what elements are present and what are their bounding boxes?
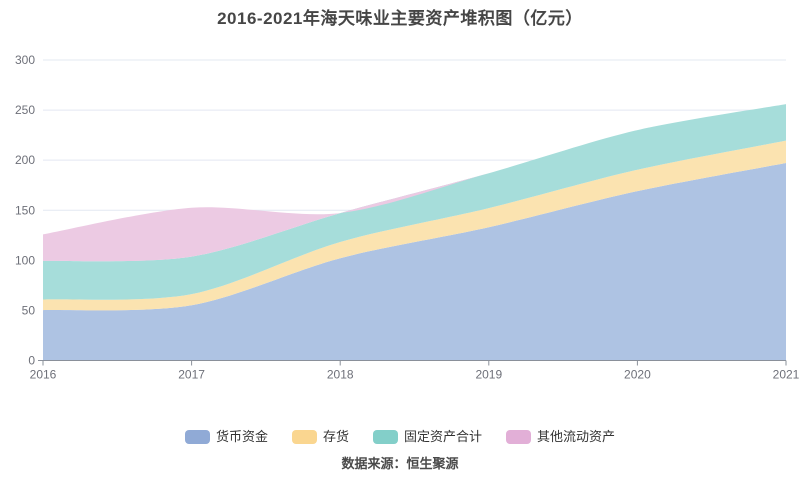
y-axis-tick-label: 300 — [15, 53, 35, 67]
y-axis-tick-label: 50 — [22, 303, 36, 317]
x-axis-tick-label: 2019 — [475, 368, 502, 382]
area-series-3-other-current-assets — [43, 104, 786, 262]
legend-swatch-icon — [373, 430, 398, 444]
legend-label: 其他流动资产 — [537, 429, 616, 444]
legend-label: 存货 — [322, 429, 349, 444]
legend-swatch-icon — [184, 430, 210, 444]
chart-title: 2016-2021年海天味业主要资产堆积图（亿元） — [217, 9, 583, 28]
x-axis-tick-label: 2017 — [178, 368, 205, 382]
legend-swatch-icon — [506, 430, 532, 444]
y-axis-tick-label: 0 — [28, 354, 35, 368]
area-series-0-monetary-funds — [43, 163, 786, 361]
area-series-2-fixed-assets — [43, 104, 786, 300]
data-source-text: 数据来源：恒生聚源 — [341, 456, 459, 471]
area-series-1-inventory — [43, 140, 786, 311]
legend-item-0[interactable]: 货币资金 — [184, 429, 268, 444]
y-axis-tick-label: 250 — [15, 103, 35, 117]
legend-swatch-icon — [291, 430, 317, 444]
legend-label: 固定资产合计 — [404, 429, 483, 444]
legend-item-1[interactable]: 存货 — [291, 429, 349, 444]
legend-item-2[interactable]: 固定资产合计 — [373, 430, 482, 444]
legend-item-3[interactable]: 其他流动资产 — [506, 430, 615, 444]
x-axis-tick-label: 2020 — [624, 368, 651, 382]
chart-legend: 货币资金 存货 固定资产合计 其他流动资产 — [0, 430, 800, 444]
x-axis-tick-label: 2018 — [327, 368, 354, 382]
x-axis-tick-label: 2021 — [773, 368, 800, 382]
y-axis-tick-label: 200 — [15, 153, 35, 167]
y-axis-tick-label: 100 — [15, 253, 35, 267]
y-axis-tick-label: 150 — [15, 203, 35, 217]
x-axis-tick-label: 2016 — [30, 368, 57, 382]
legend-label: 货币资金 — [215, 429, 268, 444]
